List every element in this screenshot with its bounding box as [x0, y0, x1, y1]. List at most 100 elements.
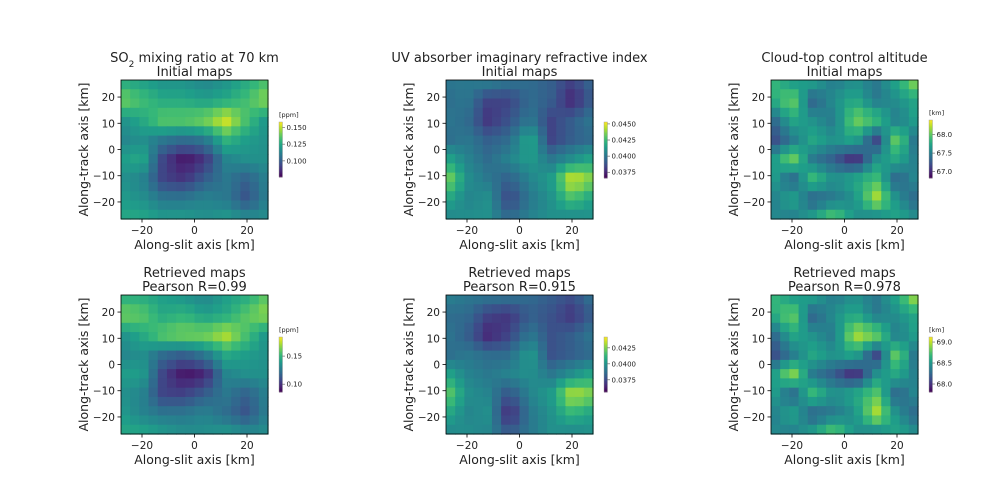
heatmap-cell — [166, 200, 177, 211]
heatmap-cell — [583, 378, 594, 389]
y-axis-label: Along-track axis [km] — [76, 82, 91, 216]
heatmap-cell — [473, 191, 484, 202]
heatmap-cell — [446, 313, 456, 324]
heatmap-cell — [528, 396, 539, 407]
heatmap-cell — [455, 80, 465, 90]
heatmap-cell — [121, 406, 131, 417]
heatmap-cell — [231, 181, 242, 192]
heatmap-cell — [446, 350, 456, 361]
heatmap-cell — [491, 369, 502, 379]
heatmap-cell — [537, 181, 548, 192]
title-part: SO — [110, 51, 128, 66]
heatmap-cell — [771, 126, 781, 137]
heatmap-cell — [185, 378, 196, 389]
heatmap-cell — [583, 191, 594, 202]
heatmap-cell — [139, 172, 150, 183]
heatmap-cell — [258, 424, 269, 435]
heatmap-cell — [528, 209, 539, 220]
heatmap-cell — [862, 415, 873, 426]
heatmap-cell — [501, 89, 511, 100]
heatmap-cell — [899, 415, 910, 426]
heatmap-cell — [491, 154, 502, 164]
colorbar-segment — [929, 357, 933, 360]
colorbar-segment — [279, 375, 283, 378]
heatmap-cell — [240, 163, 251, 174]
heatmap-cell — [771, 406, 781, 417]
heatmap-cell — [547, 369, 557, 379]
heatmap-cell — [807, 80, 818, 90]
heatmap-cell — [881, 396, 892, 407]
heatmap-cell — [528, 369, 539, 379]
heatmap-cell — [862, 126, 873, 137]
heatmap-cell — [222, 378, 232, 389]
heatmap-cell — [583, 424, 594, 435]
heatmap-cell — [556, 154, 567, 164]
heatmap-cell — [258, 126, 269, 137]
heatmap-cell — [528, 135, 539, 146]
heatmap-cell — [565, 163, 576, 174]
heatmap-cell — [816, 396, 827, 407]
heatmap-cell — [166, 89, 177, 100]
heatmap-cell — [121, 200, 131, 211]
heatmap-cell — [130, 387, 140, 398]
colorbar-segment — [604, 152, 608, 155]
colorbar-segment — [604, 136, 608, 138]
heatmap-cell — [473, 98, 484, 109]
y-tick-label: 20 — [752, 92, 765, 104]
heatmap-cell — [194, 415, 205, 426]
subplot-subtitle: Initial maps — [482, 65, 558, 80]
heatmap-cell — [583, 332, 594, 342]
heatmap-cell — [455, 144, 465, 155]
heatmap-cell — [455, 117, 465, 127]
heatmap-cell — [240, 154, 251, 164]
heatmap-cell — [121, 313, 131, 324]
heatmap-cell — [872, 135, 882, 146]
heatmap-cell — [240, 89, 251, 100]
heatmap-cell — [446, 117, 456, 127]
heatmap-cell — [537, 191, 548, 202]
heatmap-cell — [185, 154, 196, 164]
heatmap-cell — [780, 406, 790, 417]
heatmap-cell — [148, 350, 159, 361]
colorbar-segment — [929, 124, 933, 127]
heatmap-cell — [798, 406, 809, 417]
heatmap-cell — [881, 359, 892, 370]
colorbar-segment — [604, 151, 608, 154]
colorbar-segment — [279, 382, 283, 385]
colorbar-segment — [604, 357, 608, 360]
heatmap-cell — [574, 424, 585, 435]
heatmap-cell — [130, 424, 140, 435]
heatmap-cell — [844, 313, 855, 324]
heatmap-cell — [130, 406, 140, 417]
heatmap-cell — [231, 378, 242, 389]
heatmap-cell — [798, 387, 809, 398]
x-tick-label: −20 — [131, 440, 153, 452]
y-tick-label: −10 — [743, 171, 765, 183]
heatmap-cell — [139, 350, 150, 361]
heatmap-cell — [148, 163, 159, 174]
heatmap-cell — [166, 209, 177, 220]
heatmap-cell — [890, 172, 901, 183]
colorbar-tick-label: 67.5 — [937, 150, 953, 158]
heatmap-cell — [835, 117, 846, 127]
colorbar-segment — [279, 371, 283, 374]
heatmap-cell — [771, 295, 781, 305]
heatmap-cell — [249, 359, 260, 370]
heatmap-cell — [574, 387, 585, 398]
heatmap-cell — [862, 350, 873, 361]
heatmap-cell — [166, 341, 177, 352]
heatmap-cell — [121, 126, 131, 137]
x-axis-label: Along-slit axis [km] — [784, 237, 905, 252]
heatmap-cell — [789, 144, 800, 155]
heatmap-cell — [862, 80, 873, 90]
heatmap-cell — [890, 126, 901, 137]
heatmap-cell — [556, 415, 567, 426]
heatmap-cell — [510, 154, 521, 164]
y-tick-label: −20 — [93, 412, 115, 424]
heatmap-cell — [844, 144, 855, 155]
heatmap-cell — [510, 98, 521, 109]
heatmap-cell — [780, 424, 790, 435]
heatmap-cell — [258, 406, 269, 417]
heatmap-cell — [547, 89, 557, 100]
